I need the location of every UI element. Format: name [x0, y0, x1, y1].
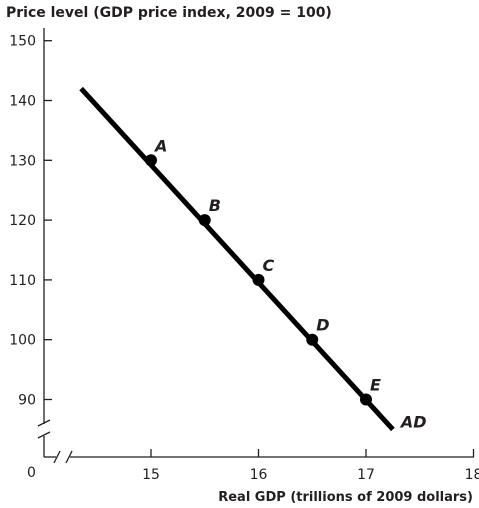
y-tick-label: 140: [9, 94, 36, 110]
y-tick-label: 130: [9, 153, 36, 169]
point-label-b: B: [209, 196, 221, 215]
y-tick-label: 100: [9, 333, 36, 349]
point-label-e: E: [370, 376, 381, 395]
y-tick-label: 90: [18, 393, 36, 409]
ad-curve: [79, 86, 395, 432]
point-b: [198, 214, 211, 227]
y-tick-label: 150: [9, 34, 36, 50]
x-axis-break-mark: [53, 450, 61, 464]
y-tick-label: 120: [9, 213, 36, 229]
x-tick-label: 17: [357, 467, 375, 483]
origin-label: 0: [27, 465, 36, 481]
y-axis-ticks: 90 100 110 120 130 140 150: [9, 34, 52, 409]
point-c: [252, 273, 265, 286]
point-label-d: D: [316, 316, 329, 335]
point-a: [145, 154, 157, 167]
point-e: [360, 393, 372, 406]
y-axis-label: Price level (GDP price index, 2009 = 100…: [6, 5, 332, 21]
x-tick-label: 15: [142, 467, 160, 483]
y-axis-break-mark: [37, 431, 51, 439]
x-tick-label: 18: [465, 467, 479, 483]
point-label-c: C: [263, 256, 275, 275]
x-axis-label: Real GDP (trillions of 2009 dollars): [218, 490, 473, 505]
ad-curve-label: AD: [399, 412, 427, 431]
y-axis-break-mark: [37, 419, 51, 427]
y-tick-label: 110: [9, 273, 36, 289]
point-label-a: A: [153, 136, 167, 155]
x-axis-break-mark: [65, 450, 73, 464]
point-d: [306, 333, 319, 346]
points: A B C D E: [145, 136, 381, 406]
x-axis-ticks: 15 16 17 18: [142, 449, 479, 483]
x-tick-label: 16: [250, 467, 268, 483]
curves: AD: [79, 86, 427, 432]
